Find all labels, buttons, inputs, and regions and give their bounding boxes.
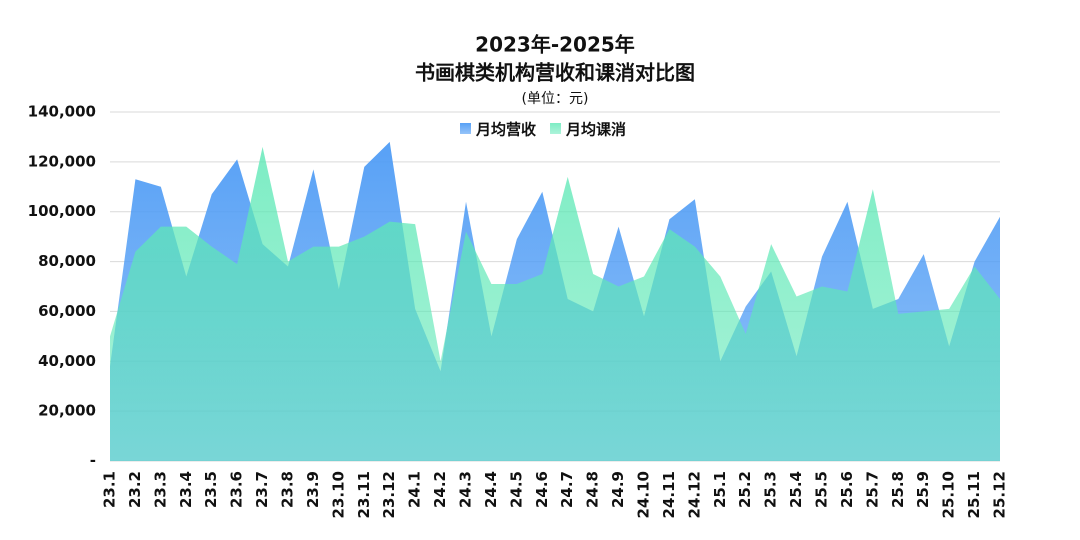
x-tick-label: 24.3 — [457, 471, 475, 508]
x-tick-label: 23.1 — [101, 471, 119, 508]
x-tick-label: 25.1 — [711, 471, 729, 508]
x-tick-label: 23.12 — [380, 471, 398, 518]
x-tick-label: 25.5 — [813, 471, 831, 508]
x-tick-label: 23.5 — [202, 471, 220, 508]
y-tick-label: 80,000 — [38, 252, 96, 270]
chart-title: 书画棋类机构营收和课消对比图 — [415, 61, 695, 85]
y-tick-label: 60,000 — [38, 302, 96, 320]
x-tick-label: 24.9 — [609, 471, 627, 508]
x-tick-label: 23.8 — [279, 471, 297, 508]
y-tick-label: 140,000 — [28, 103, 96, 121]
x-tick-label: 25.9 — [914, 471, 932, 508]
legend-label: 月均营收 — [475, 121, 536, 139]
legend-label: 月均课消 — [565, 121, 626, 139]
x-tick-label: 23.11 — [355, 471, 373, 518]
x-tick-label: 23.6 — [228, 471, 246, 508]
x-tick-label: 23.2 — [126, 471, 144, 508]
x-tick-label: 24.10 — [635, 471, 653, 518]
chart-subtitle: (单位：元) — [522, 91, 589, 107]
x-tick-label: 25.10 — [940, 471, 958, 518]
x-tick-label: 25.4 — [787, 471, 805, 508]
x-tick-label: 25.3 — [762, 471, 780, 508]
y-tick-label: 120,000 — [28, 152, 96, 170]
y-tick-label: 20,000 — [38, 402, 96, 420]
y-tick-label: 40,000 — [38, 352, 96, 370]
x-tick-label: 24.4 — [482, 471, 500, 508]
chart-title: 2023年-2025年 — [475, 33, 635, 57]
x-tick-label: 25.11 — [965, 471, 983, 518]
x-tick-label: 24.8 — [584, 471, 602, 508]
x-tick-label: 23.4 — [177, 471, 195, 508]
area — [110, 146, 1000, 461]
x-tick-label: 25.12 — [991, 471, 1009, 518]
x-tick-label: 23.9 — [304, 471, 322, 508]
y-tick-label: - — [90, 452, 96, 470]
y-tick-label: 100,000 — [28, 202, 96, 220]
x-tick-label: 24.12 — [685, 471, 703, 518]
x-tick-label: 24.7 — [558, 471, 576, 508]
legend-swatch — [460, 123, 471, 134]
x-tick-label: 23.3 — [151, 471, 169, 508]
x-tick-label: 24.5 — [507, 471, 525, 508]
x-tick-label: 23.10 — [329, 471, 347, 518]
x-tick-label: 25.7 — [863, 471, 881, 508]
x-tick-label: 25.8 — [889, 471, 907, 508]
x-tick-label: 24.11 — [660, 471, 678, 518]
legend-swatch — [550, 123, 562, 134]
x-tick-label: 24.1 — [406, 471, 424, 508]
x-tick-label: 25.6 — [838, 471, 856, 508]
x-tick-label: 23.7 — [253, 471, 271, 508]
x-tick-label: 25.2 — [736, 471, 754, 508]
x-tick-label: 24.6 — [533, 471, 551, 508]
x-tick-label: 24.2 — [431, 471, 449, 508]
